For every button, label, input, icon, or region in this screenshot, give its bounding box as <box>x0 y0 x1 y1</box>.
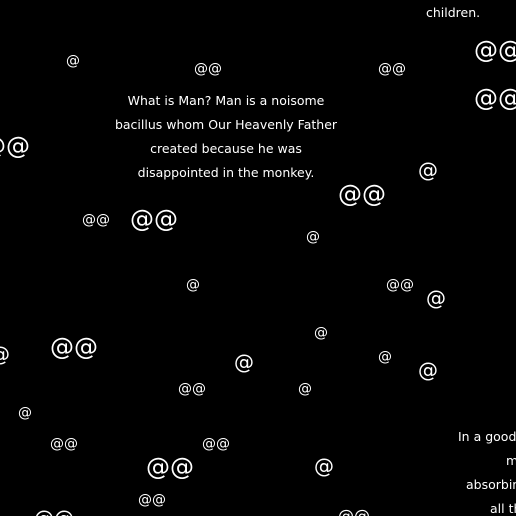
at-symbol: @@ <box>138 492 166 508</box>
quote-fragment-top: children. <box>426 1 480 25</box>
at-symbol: @ <box>186 277 200 293</box>
at-symbol: @@ <box>130 205 178 233</box>
at-symbol: @@ <box>50 333 98 361</box>
at-symbol: @@ <box>178 381 206 397</box>
at-symbol: @ <box>18 405 32 421</box>
quote-line: bacillus whom Our Heavenly Father <box>114 117 338 132</box>
quote-fragment-line: all th <box>490 501 516 516</box>
at-symbol: @ <box>418 158 438 182</box>
quote-fragment-line: children. <box>426 5 481 20</box>
quote-line: What is Man? Man is a noisome <box>127 93 325 108</box>
at-symbol: @ <box>426 286 446 310</box>
at-symbol: @@ <box>34 508 74 516</box>
at-symbol: @@ <box>474 84 516 112</box>
at-symbol: @ <box>234 350 254 374</box>
at-symbol: @@ <box>82 212 110 228</box>
at-symbol: @ <box>378 349 392 365</box>
quote-fragment-line: absorbin <box>466 477 516 492</box>
at-symbol: @@ <box>50 436 78 452</box>
at-symbol: @ <box>66 53 80 69</box>
at-symbol: @@ <box>0 132 30 160</box>
quote-main: What is Man? Man is a noisome bacillus w… <box>112 89 340 185</box>
quote-line: disappointed in the monkey. <box>137 165 315 180</box>
at-symbol: @ <box>306 229 320 245</box>
quote-fragment-line: In a good <box>458 429 516 444</box>
at-symbol: @@ <box>338 180 386 208</box>
at-symbol: @@ <box>378 61 406 77</box>
at-symbol: @ <box>314 325 328 341</box>
at-symbol: @ <box>298 381 312 397</box>
at-symbol: @ <box>314 454 334 478</box>
quote-line: created because he was <box>150 141 302 156</box>
quote-fragment-line: m <box>506 453 516 468</box>
at-symbol: @ <box>0 344 10 364</box>
at-symbol: @ <box>418 358 438 382</box>
at-symbol: @@ <box>338 506 370 516</box>
at-symbol: @@ <box>386 277 414 293</box>
at-symbol: @@ <box>474 36 516 64</box>
at-symbol: @@ <box>194 61 222 77</box>
quote-fragment-bottom-right: In a good m absorbin all th <box>458 425 516 516</box>
at-symbol: @@ <box>202 436 230 452</box>
at-symbol: @@ <box>146 453 194 481</box>
